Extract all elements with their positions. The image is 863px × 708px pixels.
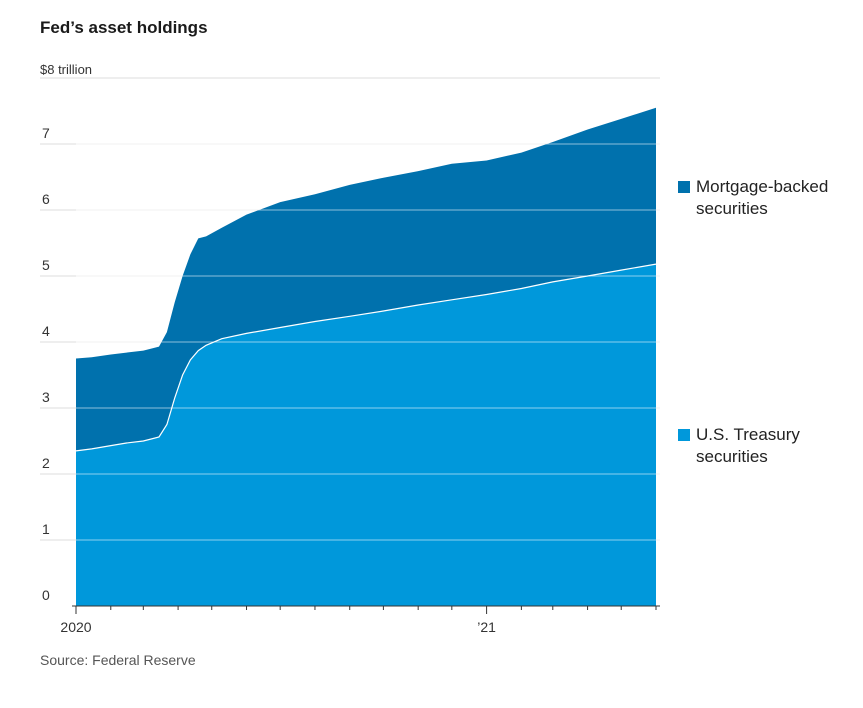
legend-swatch-mbs [678, 181, 690, 193]
stacked-areas [75, 107, 660, 606]
area-mortgage-backed-securities [76, 107, 656, 451]
legend-swatch-treasury [678, 429, 690, 441]
legend-label-treasury: U.S. Treasury securities [696, 425, 800, 466]
x-tick-label: ’21 [477, 619, 496, 635]
y-tick-label: 6 [42, 191, 50, 207]
y-axis-unit-label: $8 trillion [40, 62, 93, 77]
series-boundary-line [75, 263, 657, 452]
y-tick-label: 7 [42, 125, 50, 141]
y-tick-label: 5 [42, 257, 50, 273]
y-axis-ticks: 0 1 2 3 4 5 6 7 [42, 125, 50, 603]
source-note: Source: Federal Reserve [40, 652, 196, 668]
y-tick-label: 1 [42, 521, 50, 537]
area-us-treasury-securities [76, 264, 656, 606]
x-axis: 2020 ’21 [60, 605, 660, 635]
chart-title: Fed’s asset holdings [40, 18, 208, 37]
x-tick-label: 2020 [60, 619, 91, 635]
y-tick-label: 2 [42, 455, 50, 471]
legend-label-mbs: Mortgage-backed securities [696, 177, 829, 218]
y-tick-label: 4 [42, 323, 50, 339]
y-tick-label: 3 [42, 389, 50, 405]
y-tick-label: 0 [42, 587, 50, 603]
